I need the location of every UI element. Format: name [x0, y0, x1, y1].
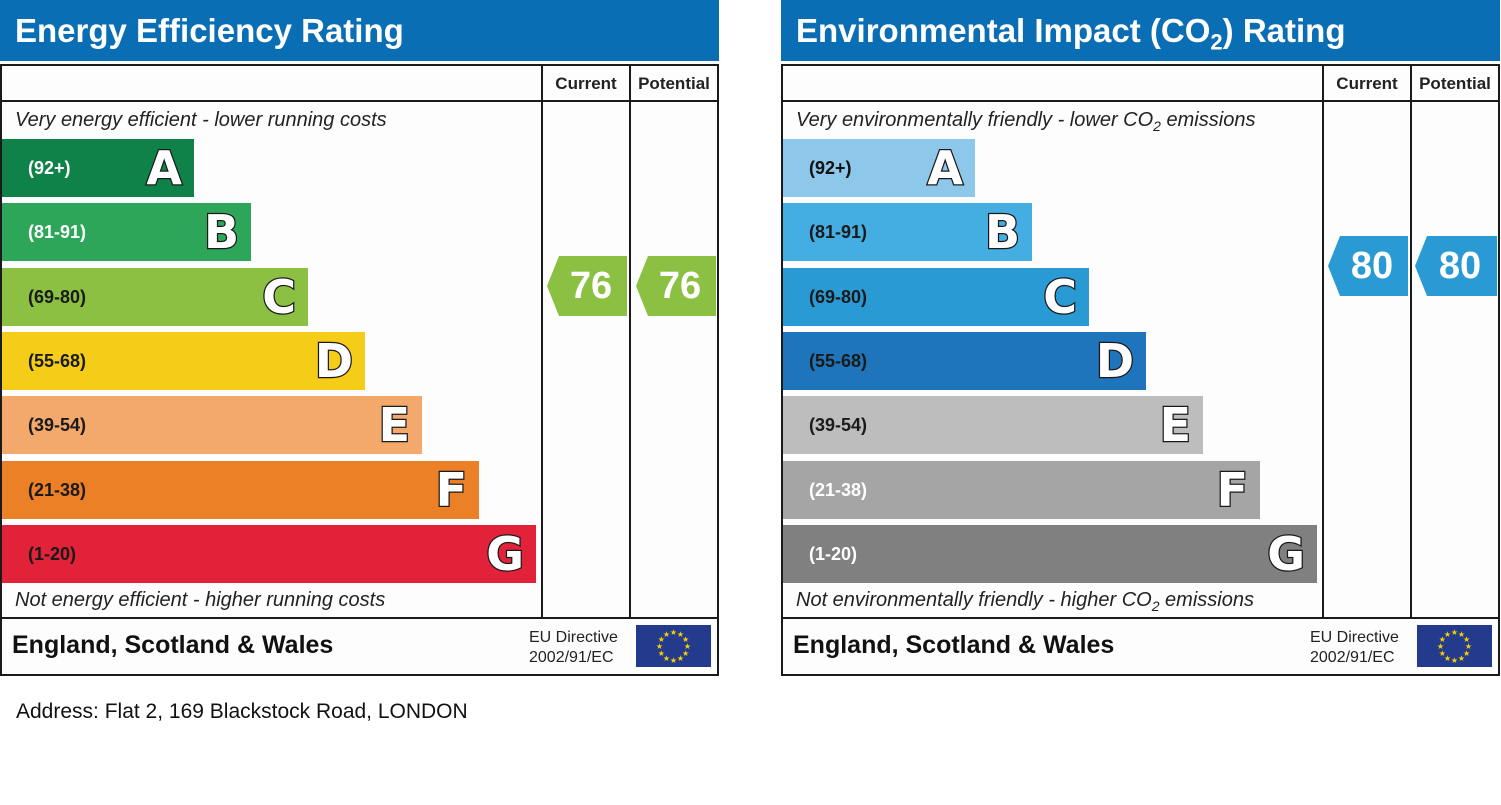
top-caption: Very energy efficient - lower running co… [15, 109, 387, 131]
svg-text:★: ★ [663, 630, 670, 639]
svg-text:★: ★ [658, 649, 665, 658]
band-range-label: (1-20) [809, 543, 858, 564]
band-letter: B [203, 204, 241, 261]
potential-rating-arrow: 76 [636, 256, 716, 316]
chart-frame: Current Potential Very environmentally f… [781, 64, 1500, 676]
svg-text:★: ★ [670, 656, 677, 665]
chart-title: Environmental Impact (CO2) Rating [781, 0, 1500, 61]
region-label: England, Scotland & Wales [793, 631, 1115, 659]
svg-text:★: ★ [1451, 656, 1458, 665]
eu-directive-label: EU Directive 2002/91/EC [1310, 629, 1399, 666]
svg-text:★: ★ [1465, 642, 1472, 651]
chart-frame: Current Potential Very energy efficient … [0, 64, 719, 676]
band-letter: D [1095, 333, 1136, 390]
band-letter: G [1266, 526, 1306, 583]
band-letter: A [926, 140, 964, 197]
potential-column-header: Potential [1419, 74, 1491, 93]
svg-text:★: ★ [677, 630, 684, 639]
rating-band-c: (69-80) C [783, 267, 1089, 326]
svg-text:★: ★ [682, 635, 689, 644]
svg-text:★: ★ [1463, 649, 1470, 658]
header-divider [783, 100, 1498, 102]
svg-text:★: ★ [1437, 642, 1444, 651]
rating-band-e: (39-54) E [783, 396, 1203, 455]
band-range-label: (69-80) [809, 286, 868, 307]
rating-band-b: (81-91) B [2, 203, 251, 262]
bottom-caption: Not energy efficient - higher running co… [15, 589, 386, 611]
current-rating-arrow: 80 [1328, 236, 1408, 296]
band-letter: C [261, 268, 297, 325]
band-letter: E [377, 397, 411, 454]
column-divider [541, 66, 543, 617]
region-label: England, Scotland & Wales [12, 631, 334, 659]
footer-divider [783, 617, 1498, 619]
energy-efficiency-chart: Energy Efficiency Rating Current Potenti… [0, 0, 719, 676]
rating-band-f: (21-38) F [783, 460, 1260, 519]
band-range-label: (69-80) [28, 286, 87, 307]
svg-text:★: ★ [1444, 654, 1451, 663]
svg-text:★: ★ [682, 649, 689, 658]
footer-divider [2, 617, 717, 619]
eu-flag-icon: ★ ★ ★ ★ ★ ★ ★ ★ ★ ★ ★ ★ [1417, 625, 1492, 667]
eu-flag-icon: ★ ★ ★ ★ ★ ★ ★ ★ ★ ★ ★ ★ [636, 625, 711, 667]
rating-band-f: (21-38) F [2, 460, 479, 519]
rating-band-d: (55-68) D [2, 331, 365, 390]
current-rating-arrow: 76 [547, 256, 627, 316]
band-letter: C [1042, 268, 1078, 325]
svg-text:★: ★ [1439, 635, 1446, 644]
potential-column-header: Potential [638, 74, 710, 93]
band-range-label: (21-38) [28, 479, 87, 500]
band-range-label: (55-68) [809, 350, 868, 371]
band-letter: A [145, 140, 183, 197]
band-letter: F [434, 461, 468, 518]
svg-text:★: ★ [1451, 628, 1458, 637]
svg-text:★: ★ [677, 654, 684, 663]
band-letter: F [1215, 461, 1249, 518]
band-range-label: (55-68) [28, 350, 87, 371]
column-divider [1410, 66, 1412, 617]
svg-text:★: ★ [656, 642, 663, 651]
rating-band-a: (92+) A [2, 139, 194, 197]
rating-band-b: (81-91) B [783, 203, 1032, 262]
rating-band-e: (39-54) E [2, 396, 422, 455]
eu-directive-label: EU Directive 2002/91/EC [529, 629, 618, 666]
potential-rating-arrow: 80 [1415, 236, 1497, 296]
address-text: Address: Flat 2, 169 Blackstock Road, LO… [16, 700, 468, 723]
svg-text:★: ★ [1463, 635, 1470, 644]
band-range-label: (81-91) [28, 222, 87, 243]
rating-band-a: (92+) A [783, 139, 975, 197]
svg-text:★: ★ [684, 642, 691, 651]
svg-text:★: ★ [658, 635, 665, 644]
band-range-label: (39-54) [809, 415, 868, 436]
band-letter: D [314, 333, 355, 390]
band-range-label: (1-20) [28, 543, 77, 564]
svg-text:★: ★ [1444, 630, 1451, 639]
current-column-header: Current [1336, 74, 1398, 93]
svg-text:★: ★ [663, 654, 670, 663]
header-divider [2, 100, 717, 102]
band-letter: E [1158, 397, 1192, 454]
svg-text:★: ★ [670, 628, 677, 637]
rating-band-g: (1-20) G [2, 524, 536, 583]
environmental-impact-chart: Environmental Impact (CO2) Rating Curren… [781, 0, 1500, 676]
band-range-label: (92+) [809, 158, 852, 178]
rating-band-d: (55-68) D [783, 331, 1146, 390]
top-caption: Very environmentally friendly - lower CO… [796, 109, 1256, 134]
column-divider [629, 66, 631, 617]
band-letter: G [485, 526, 525, 583]
chart-title: Energy Efficiency Rating [0, 0, 719, 61]
column-divider [1322, 66, 1324, 617]
rating-band-g: (1-20) G [783, 524, 1317, 583]
svg-text:★: ★ [1439, 649, 1446, 658]
bottom-caption: Not environmentally friendly - higher CO… [796, 589, 1254, 614]
band-range-label: (21-38) [809, 479, 868, 500]
svg-text:★: ★ [1458, 630, 1465, 639]
band-range-label: (92+) [28, 158, 71, 178]
band-letter: B [984, 204, 1022, 261]
band-range-label: (81-91) [809, 222, 868, 243]
current-column-header: Current [555, 74, 617, 93]
rating-band-c: (69-80) C [2, 267, 308, 326]
svg-text:★: ★ [1458, 654, 1465, 663]
band-range-label: (39-54) [28, 415, 87, 436]
